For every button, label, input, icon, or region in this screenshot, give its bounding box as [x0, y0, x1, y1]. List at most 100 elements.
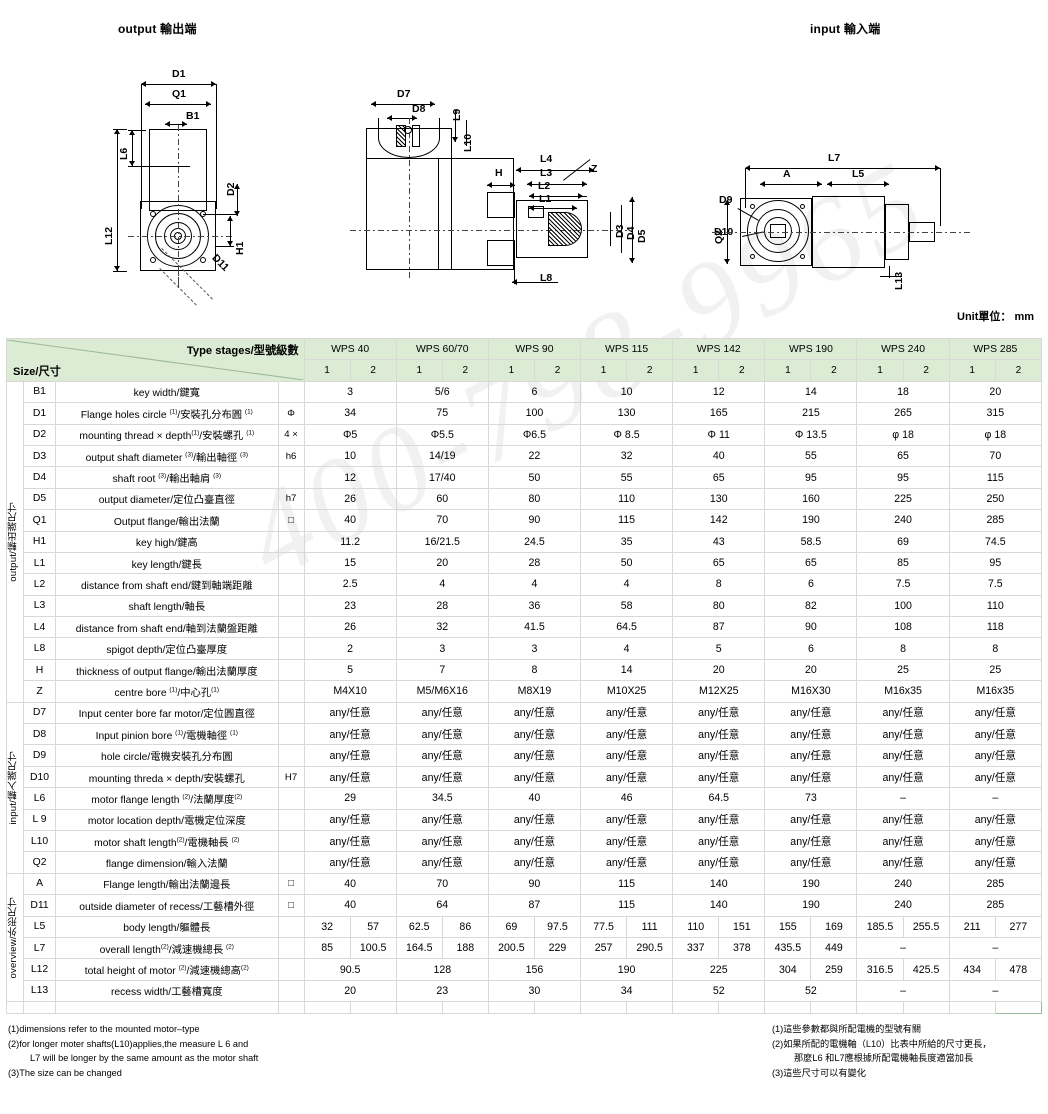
- table-row: D3 output shaft diameter (3)/輸出軸徑 (3) h6 10…: [7, 444, 1043, 468]
- size-label: Size/尺寸: [13, 365, 61, 378]
- cell-value: 65: [764, 551, 858, 575]
- row-code: D5: [23, 487, 57, 511]
- row-description: shaft root (3)/輸出軸肩 (3): [55, 466, 279, 489]
- cell-value: 20: [764, 658, 858, 682]
- row-tolerance: [277, 808, 305, 831]
- row-tolerance: [277, 637, 305, 660]
- cell-value: 169: [810, 915, 858, 938]
- dim-d1-label: D1: [172, 68, 186, 80]
- cell-value: any/任意: [303, 765, 397, 789]
- cell-value: 478: [994, 958, 1043, 981]
- cell-value: 97.5: [533, 915, 582, 938]
- cell-value: [856, 1001, 904, 1015]
- row-description: thickness of output flange/輸出法蘭厚度: [55, 658, 279, 682]
- table-row: [5, 1001, 1042, 1015]
- cell-value: 29: [303, 787, 397, 810]
- group-label-2: overview/外形尺寸: [5, 872, 25, 1003]
- cell-value: 50: [487, 466, 582, 489]
- cell-value: [626, 1001, 674, 1015]
- cell-value: 215: [764, 402, 858, 425]
- row-tolerance: [277, 658, 305, 682]
- table-row: D11 outside diameter of recess/工藝槽外徑 □ 40 64…: [7, 894, 1043, 917]
- row-tolerance: h6: [277, 444, 305, 468]
- cell-value: 34: [580, 979, 674, 1003]
- cell-value: 20: [948, 380, 1043, 404]
- cell-value: 40: [303, 894, 397, 917]
- row-code: L3: [23, 594, 57, 618]
- cell-value: 80: [672, 594, 766, 618]
- row-code: Q1: [23, 509, 57, 532]
- table-row: L12 total height of motor (2)/減速機總高(2) 90.…: [7, 958, 1043, 981]
- cell-value: any/任意: [487, 829, 582, 853]
- stage-header-6-1: 2: [902, 359, 950, 382]
- note-zh-1: (1)這些參數都與所配電機的型號有關: [772, 1024, 922, 1034]
- cell-value: [303, 1001, 351, 1015]
- cell-value: [23, 1001, 57, 1015]
- cell-value: 257: [580, 936, 628, 960]
- cell-value: 130: [580, 402, 674, 425]
- row-description: key length/鍵長: [55, 551, 279, 575]
- cell-value: 70: [395, 509, 489, 532]
- row-description: body length/軀體長: [55, 915, 279, 938]
- cell-value: M5/M6X16: [395, 680, 489, 703]
- dim-q1-label: Q1: [172, 88, 187, 100]
- model-header-4: WPS 142: [672, 337, 766, 361]
- cell-value: 8: [856, 637, 950, 660]
- cell-value: 110: [672, 915, 720, 938]
- table-row: L4 distance from shaft end/軸到法蘭盤距離 26 32 41.…: [7, 616, 1043, 639]
- row-description: recess width/工藝槽寬度: [55, 979, 279, 1003]
- cell-value: any/任意: [580, 829, 674, 853]
- dim-l5-label: L5: [852, 168, 865, 180]
- cell-value: any/任意: [395, 744, 489, 767]
- cell-value: [487, 1001, 535, 1015]
- cell-value: 259: [810, 958, 858, 981]
- cell-value: 277: [994, 915, 1043, 938]
- cell-value: 111: [626, 915, 674, 938]
- row-description: Flange length/輸出法蘭邊長: [55, 872, 279, 896]
- cell-value: [764, 1001, 812, 1015]
- cell-value: 36: [487, 594, 582, 618]
- row-code: D1: [23, 402, 57, 425]
- stage-header-2-1: 2: [533, 359, 582, 382]
- cell-value: 26: [303, 616, 397, 639]
- cell-value: 240: [856, 894, 950, 917]
- cell-value: any/任意: [395, 829, 489, 853]
- cell-value: 57: [349, 915, 397, 938]
- table-row: output/輸出端尺寸 B1 key width/鍵寬 3 5/6 6 10 12 14 18 2…: [5, 380, 1043, 703]
- note-en-2: (2)for longer moter shafts(L10)applies,t…: [8, 1038, 249, 1049]
- stage-header-3-0: 1: [580, 359, 628, 382]
- cell-value: 434: [948, 958, 996, 981]
- cell-value: 64.5: [580, 616, 674, 639]
- cell-value: any/任意: [672, 808, 766, 831]
- dim-l4-label: L4: [540, 153, 553, 165]
- type-stages-label: Type stages/型號級數: [186, 344, 299, 357]
- cell-value: 240: [856, 509, 950, 532]
- dim-a-label: A: [783, 168, 791, 180]
- row-tolerance: □: [277, 872, 305, 896]
- row-tolerance: [277, 380, 305, 404]
- row-code: D3: [23, 444, 57, 468]
- cell-value: 2.5: [303, 573, 397, 596]
- cell-value: 23: [303, 594, 397, 618]
- cell-value: –: [948, 787, 1043, 810]
- cell-value: 4: [580, 637, 674, 660]
- cell-value: any/任意: [395, 701, 489, 725]
- cell-value: any/任意: [580, 744, 674, 767]
- note-zh-2: (2)如果所配的電機軸（L10）比表中所給的尺寸更長，: [772, 1038, 992, 1049]
- row-tolerance: 4 ×: [277, 423, 305, 446]
- cell-value: any/任意: [856, 744, 950, 767]
- dim-l12-label: L12: [103, 226, 115, 245]
- row-description: hole circle/電機安裝孔分布圓: [55, 744, 279, 767]
- row-tolerance: [277, 851, 305, 874]
- cell-value: 337: [672, 936, 720, 960]
- cell-value: 10: [303, 444, 397, 468]
- dim-h-label: H: [495, 167, 503, 179]
- table-row: overview/外形尺寸 A Flange length/輸出法蘭邊長 □ 40 70 9…: [5, 872, 1043, 1003]
- cell-value: 90: [487, 509, 582, 532]
- cell-value: 211: [948, 915, 996, 938]
- cell-value: 50: [580, 551, 674, 575]
- cell-value: any/任意: [764, 851, 858, 874]
- cell-value: [5, 1001, 25, 1015]
- row-tolerance: [277, 744, 305, 767]
- dim-l10-label: L10: [462, 133, 474, 152]
